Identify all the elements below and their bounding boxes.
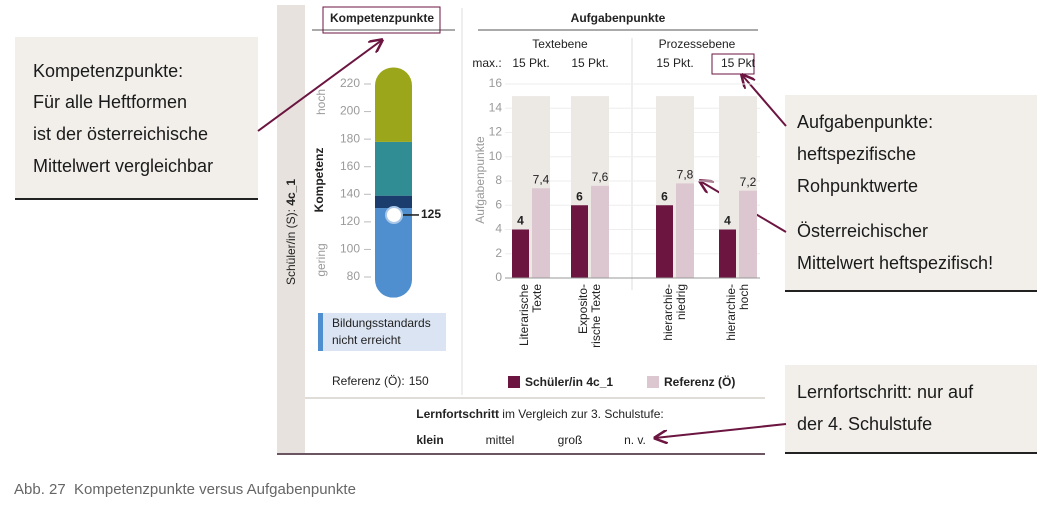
y-tick-label: 4 [495, 222, 502, 236]
legend-text: nicht erreicht [332, 333, 401, 347]
x-tick-label: Exposito- [576, 284, 590, 334]
max-value-label: 15 Pkt. [512, 56, 549, 70]
value-label: 7,8 [677, 168, 694, 182]
gauge-band [375, 67, 412, 142]
x-tick-label: rische Texte [589, 284, 603, 348]
progress-option: klein [416, 433, 443, 447]
callout-text: Rohpunktwerte [797, 176, 918, 196]
progress-label: Lernfortschritt [416, 407, 499, 421]
axis-note: gering [314, 243, 328, 276]
y-tick-label: 16 [489, 76, 503, 90]
callout-text: Aufgabenpunkte: [797, 112, 933, 132]
y-tick-label: 120 [340, 214, 360, 228]
callout-text: Mittelwert heftspezifisch! [797, 253, 993, 273]
chart-title: Aufgabenpunkte [571, 11, 666, 25]
x-tick-label: hierarchie- [724, 284, 738, 341]
max-value-label: 15 Pkt. [656, 56, 693, 70]
value-label: 7,6 [592, 170, 609, 184]
progress-option: groß [558, 433, 583, 447]
x-tick-label: Literarische [517, 284, 531, 346]
y-tick-label: 12 [489, 125, 503, 139]
max-value-label: 15 Pkt [721, 56, 756, 70]
y-tick-label: 0 [495, 270, 502, 284]
callout-text: Lernfortschritt: nur auf [797, 382, 974, 402]
progress-option: n. v. [624, 433, 646, 447]
group-label: Textebene [532, 37, 588, 51]
max-value-label: 15 Pkt. [571, 56, 608, 70]
callout-text: Kompetenzpunkte: [33, 61, 183, 81]
x-tick-label: hoch [737, 284, 751, 310]
progress-text: Lernfortschritt im Vergleich zur 3. Schu… [416, 407, 663, 421]
reference-label: Referenz (Ö): [332, 374, 405, 388]
callout-box [15, 37, 258, 199]
y-tick-label: 100 [340, 242, 360, 256]
group-label: Prozessebene [659, 37, 736, 51]
bar [676, 183, 694, 278]
y-tick-label: 160 [340, 159, 360, 173]
highlight-box [322, 6, 441, 34]
value-label: 6 [661, 189, 668, 203]
progress-desc: im Vergleich zur 3. Schulstufe: [499, 407, 664, 421]
bar [532, 188, 550, 278]
arrow [257, 40, 382, 132]
gauge-band [375, 195, 412, 209]
bar [571, 205, 588, 278]
callout-text: ist der österreichische [33, 124, 208, 144]
legend-text: Bildungsstandards [332, 316, 431, 330]
legend-label: Schüler/in 4c_1 [525, 375, 613, 389]
arrow [655, 423, 787, 438]
legend-swatch [318, 313, 323, 351]
caption: Abb. 27 Kompetenzpunkte versus Aufgabenp… [14, 481, 356, 498]
y-tick-label: 14 [489, 100, 503, 114]
bar [591, 185, 609, 278]
callout-text: Österreichischer [797, 221, 928, 241]
axis-label: Kompetenz [312, 148, 326, 213]
bar [656, 205, 673, 278]
axis-note: hoch [314, 89, 328, 115]
progress-option: mittel [486, 433, 515, 447]
x-tick-label: niedrig [674, 284, 688, 320]
bar [739, 190, 757, 278]
reference-text: Referenz (Ö): 150 [332, 374, 429, 388]
highlight-box [711, 53, 755, 75]
max-label: max.: [472, 56, 501, 70]
legend-box [318, 313, 446, 351]
value-label: 4 [724, 214, 731, 228]
x-tick-label: Texte [530, 284, 544, 313]
x-tick-label: hierarchie- [661, 284, 675, 341]
callout-text: Für alle Heftformen [33, 92, 187, 112]
bar [719, 229, 736, 278]
value-marker [385, 205, 403, 224]
legend-label: Referenz (Ö) [664, 374, 735, 389]
legend-swatch [647, 376, 659, 388]
y-tick-label: 6 [495, 197, 502, 211]
value-label: 4 [517, 214, 524, 228]
callout-text: der 4. Schulstufe [797, 414, 932, 434]
y-tick-label: 220 [340, 76, 360, 90]
y-tick-label: 80 [347, 269, 361, 283]
bar [512, 229, 529, 278]
gauge-band [375, 141, 412, 196]
callout-box [785, 365, 1037, 453]
reference-value: 150 [409, 374, 429, 388]
student-label: Schüler/in (S): 4c_1 [284, 179, 298, 285]
chart-title: Kompetenzpunkte [330, 11, 434, 25]
y-tick-label: 10 [489, 149, 503, 163]
callout-text: heftspezifische [797, 144, 916, 164]
y-tick-label: 8 [495, 173, 502, 187]
value-label: 6 [576, 189, 583, 203]
y-tick-label: 200 [340, 104, 360, 118]
y-tick-label: 140 [340, 186, 360, 200]
value-label: 7,2 [740, 175, 757, 189]
value-label: 7,4 [533, 172, 550, 186]
callout-box [785, 95, 1037, 291]
y-tick-label: 2 [495, 246, 502, 260]
y-tick-label: 180 [340, 131, 360, 145]
callout-text: Mittelwert vergleichbar [33, 156, 213, 176]
legend-swatch [508, 376, 520, 388]
axis-label: Aufgabenpunkte [473, 136, 487, 224]
side-strip [277, 5, 305, 455]
value-label: 125 [421, 207, 441, 221]
